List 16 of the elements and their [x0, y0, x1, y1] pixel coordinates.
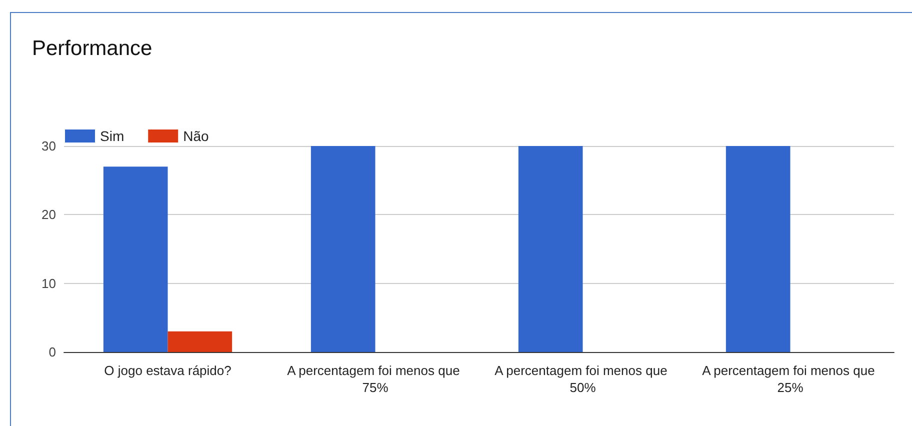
bar [310, 146, 376, 352]
y-tick-label: 20 [42, 207, 56, 222]
bar [518, 146, 583, 352]
x-tick-label: A percentagem foi menos que 75% [287, 363, 464, 395]
chart-title: Performance [32, 37, 152, 60]
y-tick-label: 10 [42, 276, 56, 291]
y-tick-label: 30 [42, 138, 56, 154]
bar [168, 331, 232, 352]
x-tick-label: A percentagem foi menos que 25% [702, 363, 878, 395]
legend-label: Sim [100, 128, 124, 144]
legend-label: Não [183, 128, 210, 144]
bar [726, 146, 790, 352]
x-tick-label: O jogo estava rápido? [104, 363, 232, 378]
y-tick-label: 0 [48, 344, 56, 360]
bar [103, 166, 168, 352]
x-tick-label: A percentagem foi menos que 50% [494, 363, 671, 395]
